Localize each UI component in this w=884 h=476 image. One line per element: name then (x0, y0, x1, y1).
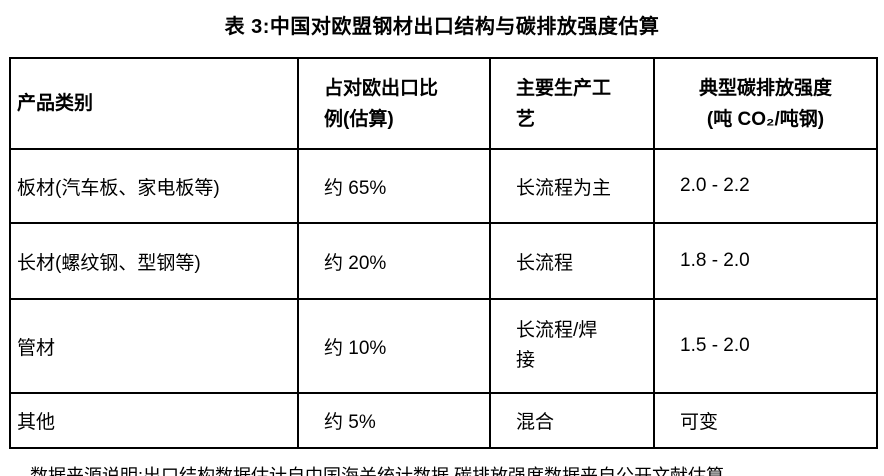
cell-category: 其他 (9, 392, 299, 449)
cell-share: 约 65% (297, 148, 491, 224)
cell-intensity: 可变 (653, 392, 878, 449)
col-header-export-share: 占对欧出口比 例(估算) (297, 57, 491, 150)
cell-process: 混合 (489, 392, 655, 449)
table-title: 表 3:中国对欧盟钢材出口结构与碳排放强度估算 (224, 16, 660, 38)
cell-intensity: 1.8 - 2.0 (653, 222, 878, 300)
col-header-production-process: 主要生产工 艺 (489, 57, 655, 150)
col-header-product-category: 产品类别 (9, 57, 299, 150)
cell-share: 约 20% (297, 222, 491, 300)
cell-process: 长流程/焊 接 (489, 298, 655, 394)
cell-process: 长流程为主 (489, 148, 655, 224)
clipped-footnote-text: 数据来源说明:出口结构数据估计自中国海关统计数据,碳排放强度数据来自公开文献估算 (30, 466, 724, 476)
cell-category: 板材(汽车板、家电板等) (9, 148, 299, 224)
table-row-long-products: 长材(螺纹钢、型钢等) 约 20% 长流程 1.8 - 2.0 (9, 222, 878, 300)
cell-intensity: 2.0 - 2.2 (653, 148, 878, 224)
cell-share: 约 10% (297, 298, 491, 394)
cell-process-line2: 接 (516, 350, 536, 371)
table-row-plate: 板材(汽车板、家电板等) 约 65% 长流程为主 2.0 - 2.2 (9, 148, 878, 224)
table-row-other: 其他 约 5% 混合 可变 (9, 392, 878, 449)
header-text-line2: 例(估算) (324, 108, 394, 130)
cell-category: 长材(螺纹钢、型钢等) (9, 222, 299, 300)
header-text: 产品类别 (17, 93, 94, 114)
steel-export-table: 产品类别 占对欧出口比 例(估算) 主要生产工 艺 典型碳排放强度 (吨 CO₂… (9, 57, 878, 449)
cell-share: 约 5% (297, 392, 491, 449)
cell-category: 管材 (9, 298, 299, 394)
cell-process: 长流程 (489, 222, 655, 300)
header-text-line1: 主要生产工 (516, 77, 612, 99)
cell-intensity: 1.5 - 2.0 (653, 298, 878, 394)
cell-process-line1: 长流程/焊 (516, 320, 598, 341)
header-text-line2: 艺 (516, 108, 536, 130)
col-header-carbon-intensity: 典型碳排放强度 (吨 CO₂/吨钢) (653, 57, 878, 150)
header-text-line2: (吨 CO₂/吨钢) (706, 108, 825, 130)
header-text-line1: 典型碳排放强度 (698, 77, 832, 99)
table-row-pipe: 管材 约 10% 长流程/焊 接 1.5 - 2.0 (9, 298, 878, 394)
header-text-line1: 占对欧出口比 (324, 77, 439, 99)
table-header-row: 产品类别 占对欧出口比 例(估算) 主要生产工 艺 典型碳排放强度 (吨 CO₂… (9, 57, 878, 150)
